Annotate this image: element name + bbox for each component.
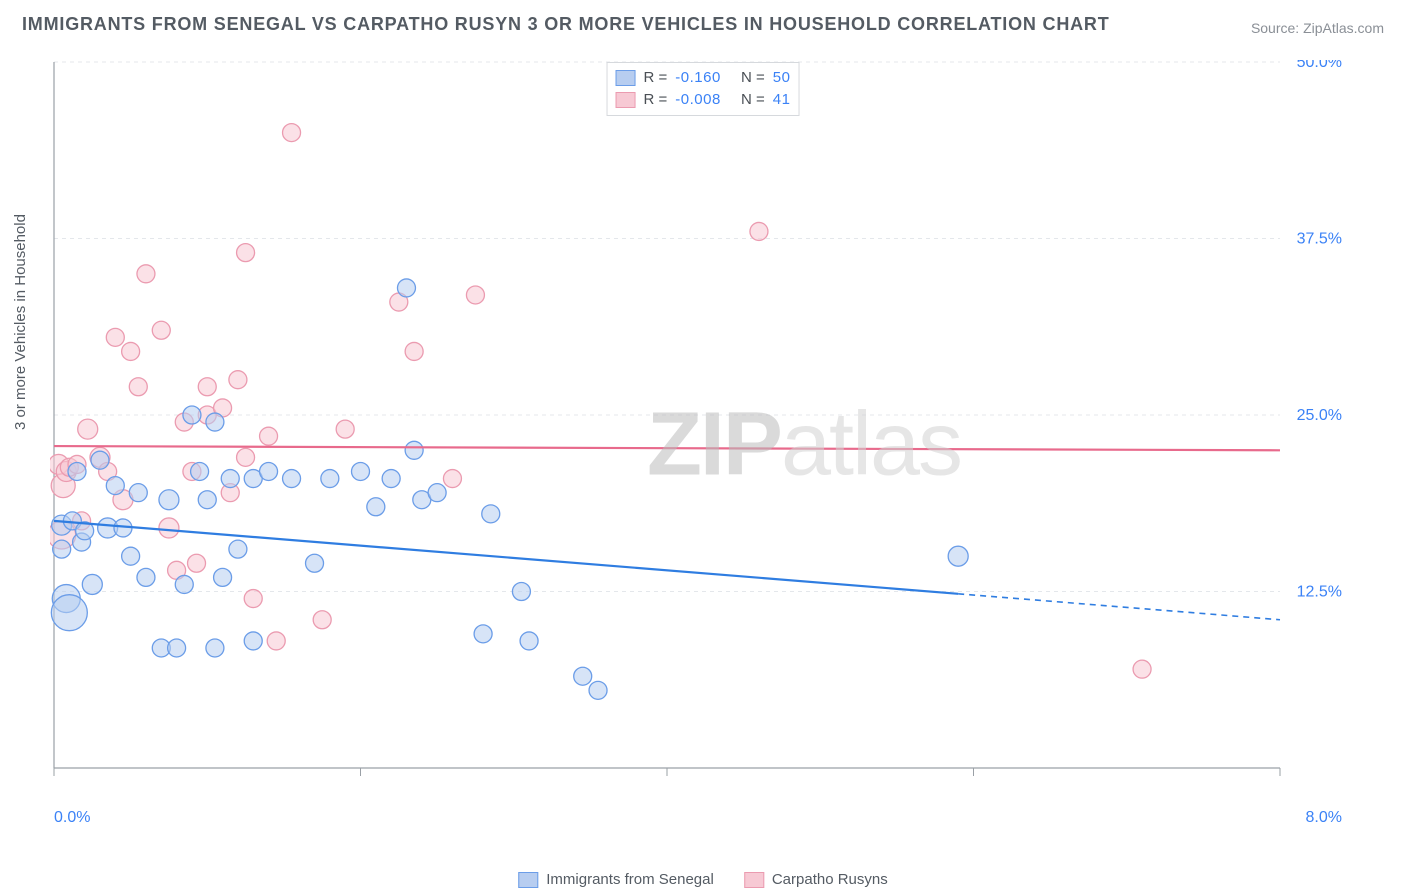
svg-text:0.0%: 0.0% — [54, 809, 90, 826]
swatch-icon — [518, 872, 538, 888]
legend-series: Immigrants from Senegal Carpatho Rusyns — [518, 871, 887, 888]
scatter-plot: 12.5%25.0%37.5%50.0%0.0%8.0% ZIPatlas — [50, 60, 1350, 830]
r-value: -0.160 — [675, 67, 721, 89]
svg-text:8.0%: 8.0% — [1306, 809, 1342, 826]
swatch-icon — [616, 92, 636, 108]
r-label: R = — [644, 67, 668, 89]
legend-row: R = -0.160 N = 50 — [616, 67, 791, 89]
swatch-icon — [616, 70, 636, 86]
legend-item: Carpatho Rusyns — [744, 871, 888, 888]
legend-row: R = -0.008 N = 41 — [616, 89, 791, 111]
legend-correlation: R = -0.160 N = 50 R = -0.008 N = 41 — [607, 62, 800, 116]
chart-svg: 12.5% 25.0% 37.5% 50.0% 0.0% 8.0% — [50, 60, 1350, 830]
n-label: N = — [741, 89, 765, 111]
r-label: R = — [644, 89, 668, 111]
source-label: Source: ZipAtlas.com — [1251, 20, 1384, 36]
page-title: IMMIGRANTS FROM SENEGAL VS CARPATHO RUSY… — [22, 14, 1110, 35]
svg-text:12.5%: 12.5% — [1297, 584, 1342, 601]
svg-text:25.0%: 25.0% — [1297, 407, 1342, 424]
source-name: ZipAtlas.com — [1303, 20, 1384, 36]
y-axis-label: 3 or more Vehicles in Household — [12, 214, 29, 430]
n-label: N = — [741, 67, 765, 89]
svg-text:50.0%: 50.0% — [1297, 60, 1342, 71]
swatch-icon — [744, 872, 764, 888]
n-value: 50 — [773, 67, 791, 89]
legend-item: Immigrants from Senegal — [518, 871, 714, 888]
source-prefix: Source: — [1251, 20, 1303, 36]
legend-label: Immigrants from Senegal — [546, 871, 714, 888]
n-value: 41 — [773, 89, 791, 111]
legend-label: Carpatho Rusyns — [772, 871, 888, 888]
svg-text:37.5%: 37.5% — [1297, 231, 1342, 248]
r-value: -0.008 — [675, 89, 721, 111]
